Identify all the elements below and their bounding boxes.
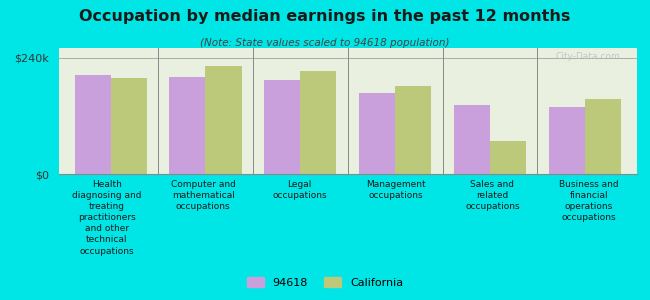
Bar bbox=[170, 77, 205, 174]
Text: Business and
financial
operations
occupations: Business and financial operations occupa… bbox=[559, 180, 619, 222]
Text: Health
diagnosing and
treating
practitioners
and other
technical
occupations: Health diagnosing and treating practitio… bbox=[72, 180, 142, 256]
Text: Sales and
related
occupations: Sales and related occupations bbox=[465, 180, 520, 211]
Bar bbox=[265, 80, 300, 174]
Bar bbox=[585, 99, 621, 174]
Bar bbox=[359, 93, 395, 174]
Text: Computer and
mathematical
occupations: Computer and mathematical occupations bbox=[171, 180, 235, 211]
Bar bbox=[75, 75, 110, 174]
Text: (Note: State values scaled to 94618 population): (Note: State values scaled to 94618 popu… bbox=[200, 38, 450, 47]
Text: City-Data.com: City-Data.com bbox=[555, 52, 619, 61]
Legend: 94618, California: 94618, California bbox=[244, 274, 406, 291]
Bar bbox=[490, 141, 526, 174]
Bar bbox=[549, 107, 585, 174]
Bar bbox=[454, 105, 490, 174]
Text: Legal
occupations: Legal occupations bbox=[272, 180, 327, 200]
Bar bbox=[395, 86, 431, 174]
Bar bbox=[111, 78, 147, 174]
Bar bbox=[300, 71, 336, 174]
Text: Management
occupations: Management occupations bbox=[366, 180, 426, 200]
Text: Occupation by median earnings in the past 12 months: Occupation by median earnings in the pas… bbox=[79, 9, 571, 24]
Bar bbox=[205, 66, 242, 174]
